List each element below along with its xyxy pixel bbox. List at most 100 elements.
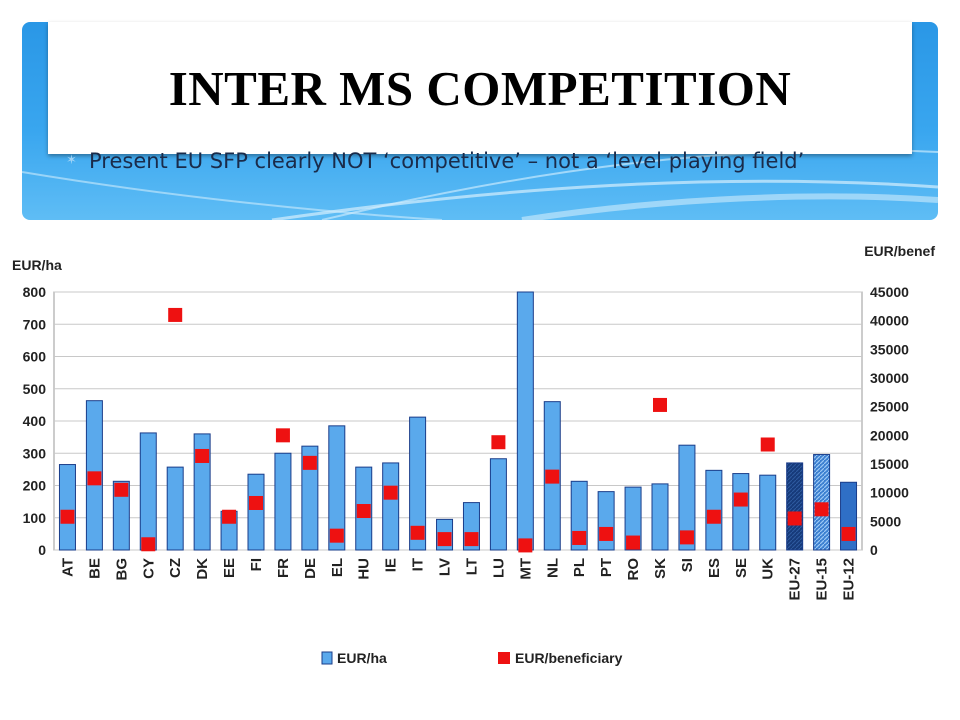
point-eur-beneficiary	[679, 530, 694, 545]
y-right-tick-label: 20000	[870, 427, 909, 443]
y-right-tick-label: 30000	[870, 370, 909, 386]
point-eur-beneficiary	[518, 538, 533, 553]
x-tick-label: BG	[113, 558, 130, 581]
y-left-tick-label: 400	[23, 413, 47, 429]
y-right-tick-label: 25000	[870, 399, 909, 415]
point-eur-beneficiary	[275, 428, 290, 443]
x-tick-label: MT	[517, 558, 534, 580]
chart-area: 0 100 200 300 400 500 600 700 800 0 5000 10000 15000…	[12, 243, 935, 666]
point-eur-beneficiary	[464, 532, 479, 547]
point-eur-beneficiary	[706, 509, 721, 524]
point-eur-beneficiary	[383, 485, 398, 500]
bar-eur-ha	[112, 480, 130, 551]
x-tick-label: EL	[329, 558, 346, 577]
x-tick-label: BE	[86, 558, 103, 579]
point-eur-beneficiary	[168, 307, 183, 322]
y-left-axis-label: EUR/ha	[12, 257, 62, 273]
point-eur-beneficiary	[195, 448, 210, 463]
bar-eur-ha	[166, 466, 184, 551]
x-tick-label: FI	[248, 558, 265, 571]
legend-swatch-eur-beneficiary	[498, 652, 510, 664]
legend-swatch-eur-ha	[321, 651, 333, 665]
star-bullet-icon: ✶	[66, 152, 77, 167]
y-right-axis-label: EUR/benef	[864, 243, 935, 259]
x-tick-label: RO	[625, 558, 642, 581]
point-eur-beneficiary	[733, 492, 748, 507]
point-eur-beneficiary	[491, 435, 506, 450]
y-left-tick-label: 100	[23, 510, 47, 526]
x-tick-label: EU-15	[814, 558, 831, 601]
x-tick-label: LT	[463, 558, 480, 575]
y-left-tick-label: 0	[38, 542, 46, 558]
bar-eur-ha	[732, 473, 750, 551]
bar-eur-ha	[382, 462, 400, 551]
x-tick-label: IE	[383, 558, 400, 572]
point-eur-beneficiary	[572, 530, 587, 545]
x-tick-label: DE	[302, 558, 319, 579]
bar-eur-ha	[759, 474, 777, 551]
bar-eur-ha	[651, 483, 669, 551]
x-tick-label: EE	[221, 558, 238, 578]
y-left-tick-label: 200	[23, 478, 47, 494]
x-tick-label: PT	[598, 558, 615, 577]
point-eur-beneficiary	[626, 535, 641, 550]
bullet-text: Present EU SFP clearly NOT ‘competitive’…	[89, 149, 805, 173]
y-right-tick-label: 35000	[870, 341, 909, 357]
bar-eur-ha	[489, 458, 507, 551]
y-left-tick-label: 600	[23, 349, 47, 365]
page-title: INTER MS COMPETITION	[168, 61, 792, 116]
y-right-tick-label: 5000	[870, 513, 901, 529]
y-left-tick-label: 700	[23, 316, 47, 332]
point-eur-beneficiary	[787, 511, 802, 526]
point-eur-beneficiary	[87, 471, 102, 486]
bar-eur-ha	[247, 473, 265, 551]
x-tick-label: IT	[410, 558, 427, 571]
point-eur-beneficiary	[841, 526, 856, 541]
x-tick-label: CY	[140, 558, 157, 579]
x-tick-label: CZ	[167, 558, 184, 578]
point-eur-beneficiary	[437, 532, 452, 547]
bar-eur-ha	[786, 462, 804, 551]
bar-eur-ha	[678, 444, 696, 551]
point-eur-beneficiary	[302, 455, 317, 470]
y-right-tick-label: 10000	[870, 485, 909, 501]
x-tick-label: SI	[679, 558, 696, 572]
x-tick-label: UK	[760, 558, 777, 580]
bar-eur-ha	[409, 416, 427, 551]
point-eur-beneficiary	[60, 509, 75, 524]
y-left-tick-label: 800	[23, 284, 47, 300]
legend-label-eur-ha: EUR/ha	[337, 650, 387, 666]
x-tick-label: FR	[275, 558, 292, 578]
bar-eur-ha	[328, 425, 346, 551]
y-right-tick-label: 15000	[870, 456, 909, 472]
x-tick-label: SK	[652, 558, 669, 579]
y-left-tick-label: 500	[23, 381, 47, 397]
y-right-tick-label: 45000	[870, 284, 909, 300]
point-eur-beneficiary	[545, 469, 560, 484]
bar-eur-ha	[624, 486, 642, 551]
point-eur-beneficiary	[760, 437, 775, 452]
x-tick-label: AT	[59, 558, 76, 577]
y-right-tick-label: 0	[870, 542, 878, 558]
x-tick-label: LU	[490, 558, 507, 578]
x-tick-label: EU-12	[841, 558, 858, 601]
point-eur-beneficiary	[814, 502, 829, 517]
bar-eur-ha	[813, 454, 831, 551]
x-tick-label: SE	[733, 558, 750, 578]
y-right-tick-label: 40000	[870, 313, 909, 329]
x-tick-label: DK	[194, 558, 211, 580]
x-tick-label: NL	[544, 558, 561, 578]
point-eur-beneficiary	[599, 526, 614, 541]
bar-eur-ha	[597, 491, 615, 551]
point-eur-beneficiary	[356, 504, 371, 519]
point-eur-beneficiary	[222, 509, 237, 524]
point-eur-beneficiary	[410, 525, 425, 540]
bar-eur-ha	[301, 445, 319, 551]
point-eur-beneficiary	[329, 528, 344, 543]
y-left-tick-label: 300	[23, 445, 47, 461]
x-tick-label: PL	[571, 558, 588, 577]
point-eur-beneficiary	[249, 495, 263, 510]
bar-eur-ha	[274, 452, 292, 551]
x-tick-label: ES	[706, 558, 723, 578]
x-tick-label: EU-27	[787, 558, 804, 601]
